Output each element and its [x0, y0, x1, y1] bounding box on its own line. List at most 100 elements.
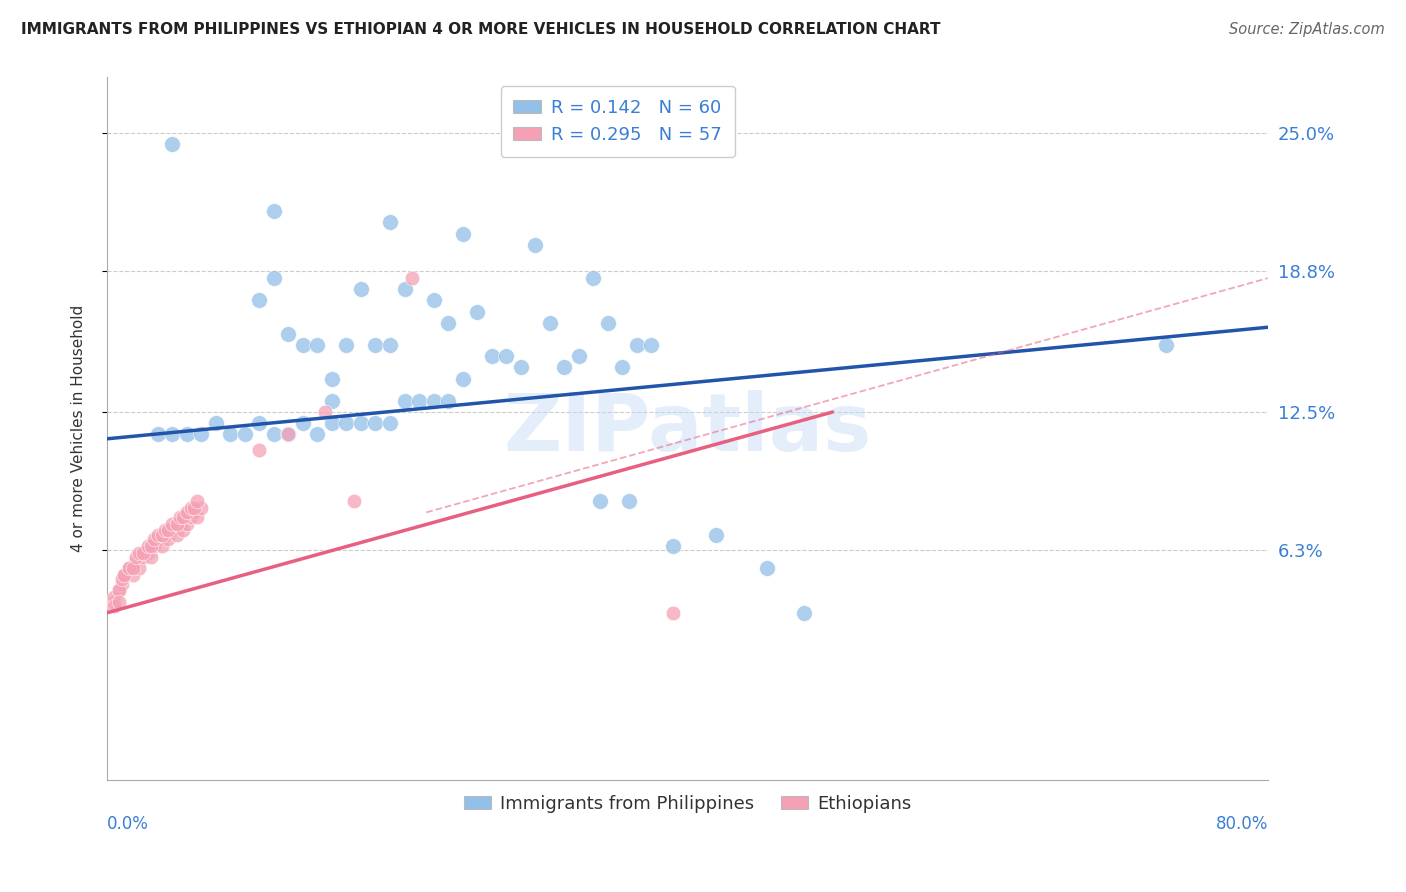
Point [107, 583, 129, 598]
Point [437, 316, 460, 330]
Point [153, 527, 176, 541]
Point [162, 516, 184, 531]
Point [128, 545, 150, 559]
Point [249, 442, 271, 457]
Point [103, 594, 125, 608]
Text: Source: ZipAtlas.com: Source: ZipAtlas.com [1229, 22, 1385, 37]
Point [263, 271, 285, 285]
Point [451, 371, 474, 385]
Point [142, 532, 165, 546]
Point [553, 360, 575, 375]
Point [408, 393, 430, 408]
Point [378, 215, 401, 229]
Point [756, 561, 779, 575]
Point [291, 416, 314, 430]
Text: IMMIGRANTS FROM PHILIPPINES VS ETHIOPIAN 4 OR MORE VEHICLES IN HOUSEHOLD CORRELA: IMMIGRANTS FROM PHILIPPINES VS ETHIOPIAN… [21, 22, 941, 37]
Point [169, 509, 191, 524]
Point [350, 416, 373, 430]
Point [136, 545, 159, 559]
Point [626, 338, 648, 352]
Point [495, 349, 517, 363]
Point [166, 527, 188, 541]
Point [190, 500, 212, 515]
Point [180, 509, 202, 524]
Point [343, 494, 366, 508]
Point [1154, 338, 1177, 352]
Point [233, 427, 256, 442]
Point [321, 371, 343, 385]
Point [205, 416, 228, 430]
Point [610, 360, 633, 375]
Point [156, 523, 179, 537]
Point [277, 427, 299, 442]
Point [481, 349, 503, 363]
Point [249, 293, 271, 308]
Point [249, 416, 271, 430]
Point [114, 567, 136, 582]
Point [582, 271, 605, 285]
Point [128, 561, 150, 575]
Point [114, 567, 136, 582]
Point [568, 349, 591, 363]
Y-axis label: 4 or more Vehicles in Household: 4 or more Vehicles in Household [72, 305, 86, 552]
Point [314, 405, 336, 419]
Point [219, 427, 242, 442]
Point [180, 500, 202, 515]
Point [263, 204, 285, 219]
Point [422, 293, 444, 308]
Point [706, 527, 728, 541]
Point [150, 539, 173, 553]
Point [169, 516, 191, 531]
Point [146, 527, 169, 541]
Point [335, 338, 357, 352]
Point [103, 590, 125, 604]
Point [162, 523, 184, 537]
Point [166, 516, 188, 531]
Point [465, 304, 488, 318]
Point [350, 282, 373, 296]
Point [139, 539, 162, 553]
Point [662, 606, 685, 620]
Point [142, 539, 165, 553]
Point [125, 549, 148, 564]
Point [378, 338, 401, 352]
Point [176, 505, 198, 519]
Point [662, 539, 685, 553]
Point [335, 416, 357, 430]
Point [792, 606, 814, 620]
Point [156, 532, 179, 546]
Point [150, 527, 173, 541]
Point [162, 427, 184, 442]
Point [172, 523, 194, 537]
Point [122, 567, 145, 582]
Point [162, 137, 184, 152]
Legend: Immigrants from Philippines, Ethiopians: Immigrants from Philippines, Ethiopians [457, 788, 918, 821]
Point [364, 416, 387, 430]
Point [589, 494, 612, 508]
Text: 80.0%: 80.0% [1215, 815, 1268, 833]
Point [110, 572, 132, 586]
Point [183, 500, 205, 515]
Point [172, 509, 194, 524]
Point [364, 338, 387, 352]
Point [596, 316, 619, 330]
Point [277, 427, 299, 442]
Point [176, 516, 198, 531]
Point [401, 271, 423, 285]
Point [321, 393, 343, 408]
Point [107, 583, 129, 598]
Point [619, 494, 641, 508]
Point [394, 282, 416, 296]
Point [509, 360, 531, 375]
Point [186, 509, 208, 524]
Point [136, 539, 159, 553]
Point [640, 338, 662, 352]
Point [183, 505, 205, 519]
Point [153, 523, 176, 537]
Point [524, 237, 547, 252]
Point [176, 427, 198, 442]
Point [122, 561, 145, 575]
Point [186, 494, 208, 508]
Point [437, 393, 460, 408]
Point [118, 561, 141, 575]
